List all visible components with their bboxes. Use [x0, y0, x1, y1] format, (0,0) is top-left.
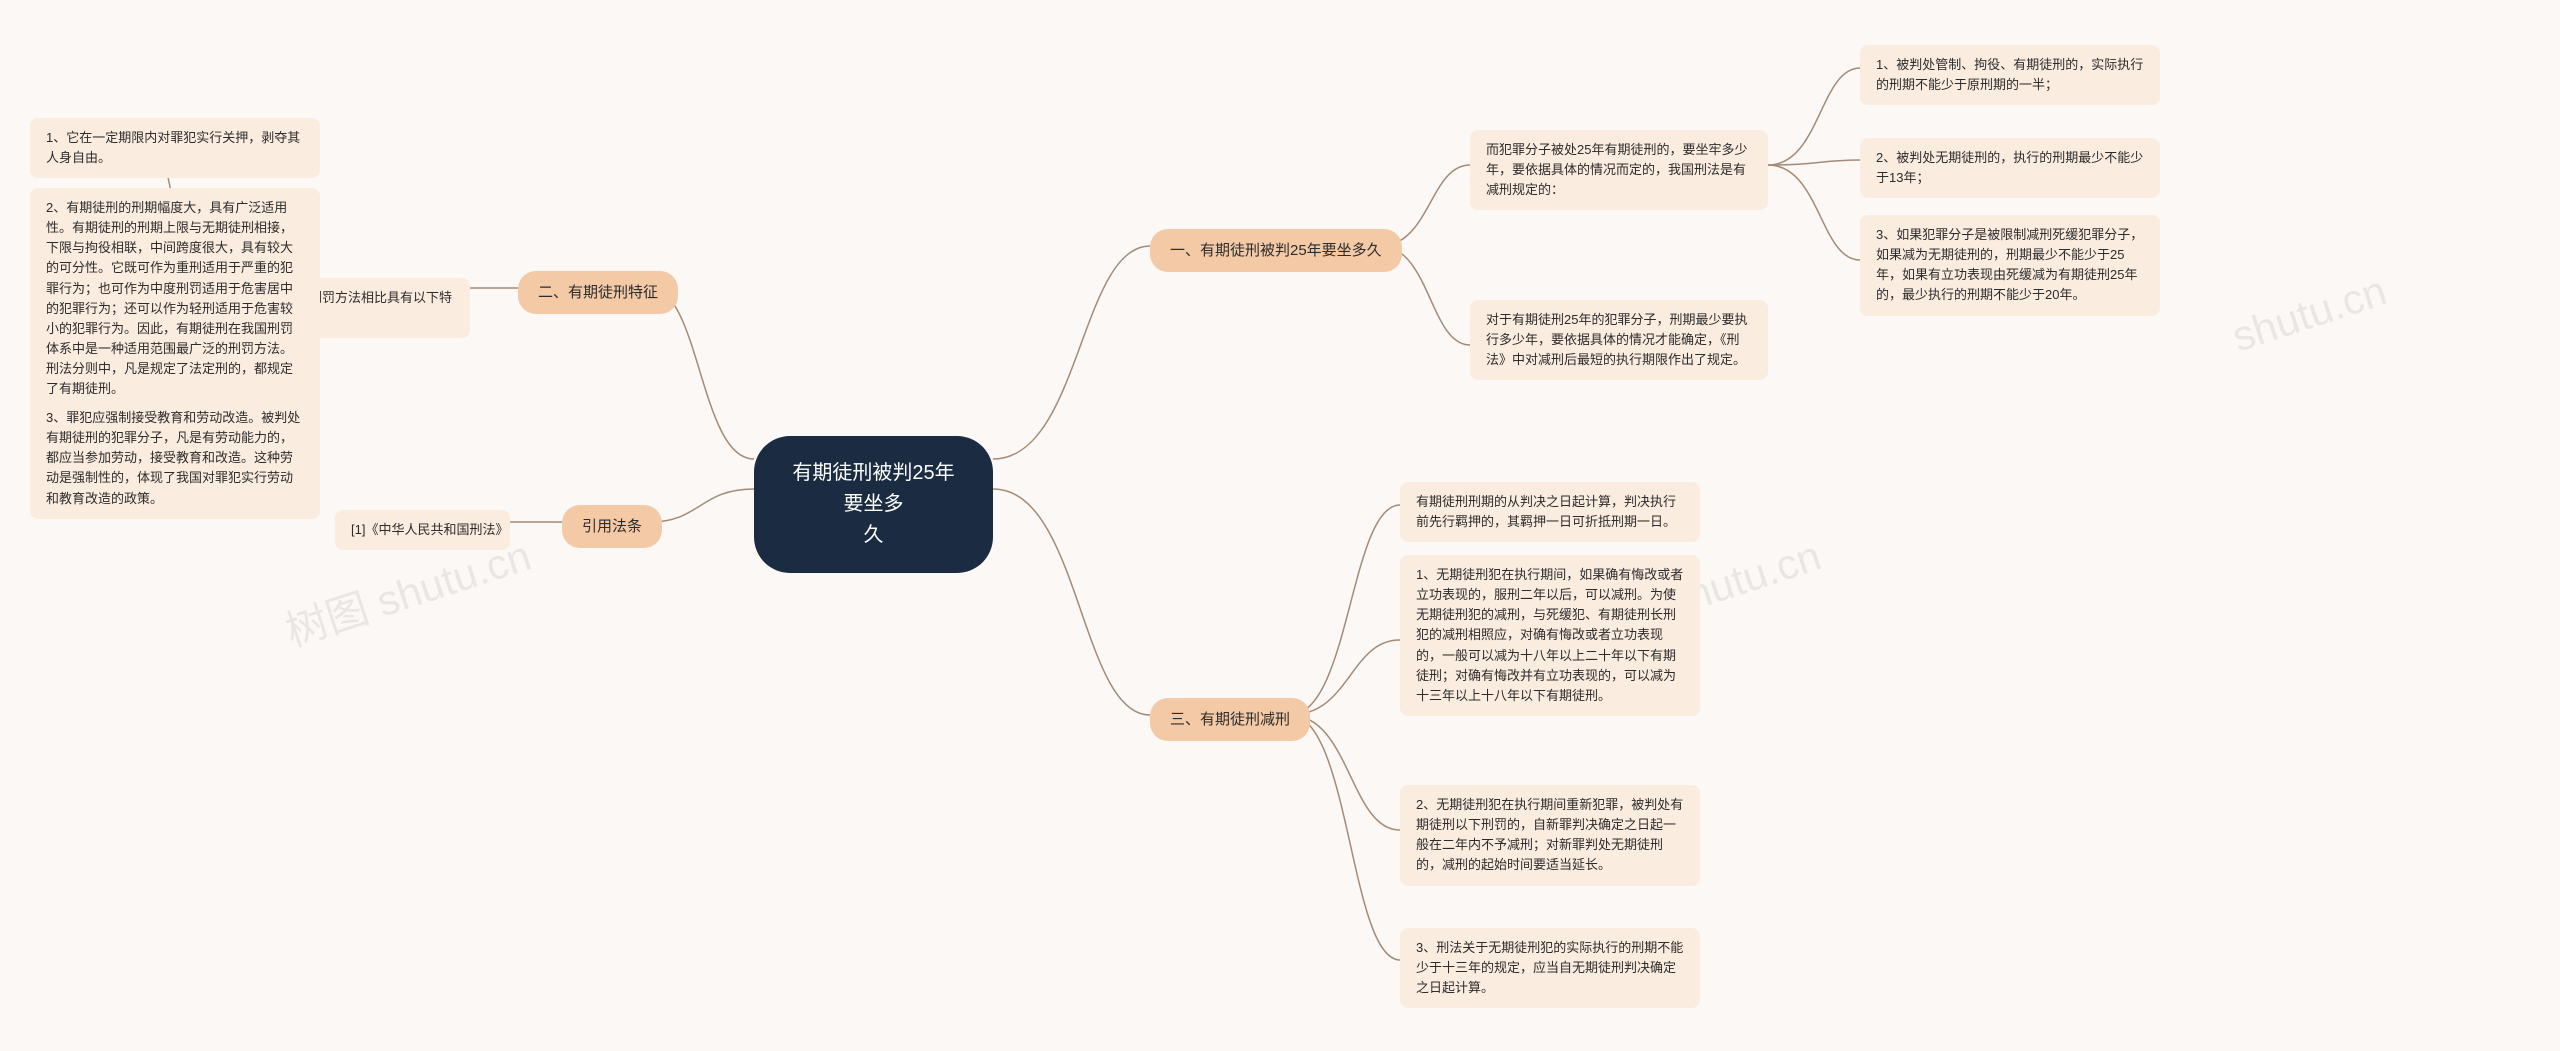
branch3-leaf2: 2、无期徒刑犯在执行期间重新犯罪，被判处有期徒刑以下刑罚的，自新罪判决确定之日起…	[1400, 785, 1700, 886]
branch-2: 二、有期徒刑特征	[518, 271, 678, 314]
watermark: shutu.cn	[2226, 267, 2392, 362]
branch3-leaf3: 3、刑法关于无期徒刑犯的实际执行的刑期不能少于十三年的规定，应当自无期徒刑判决确…	[1400, 928, 1700, 1008]
branch-1: 一、有期徒刑被判25年要坐多久	[1150, 229, 1402, 272]
b2-leaf-3: 3、罪犯应强制接受教育和劳动改造。被判处有期徒刑的犯罪分子，凡是有劳动能力的，都…	[30, 398, 320, 519]
center-title-line1: 有期徒刑被判25年要坐多	[792, 462, 954, 515]
b2-leaf-2: 2、有期徒刑的刑期幅度大，具有广泛适用性。有期徒刑的刑期上限与无期徒刑相接，下限…	[30, 188, 320, 409]
branch3-leaf0: 有期徒刑刑期的从判决之日起计算，判决执行前先行羁押的，其羁押一日可折抵刑期一日。	[1400, 482, 1700, 542]
branch-3: 三、有期徒刑减刑	[1150, 698, 1310, 741]
branch-4: 引用法条	[562, 505, 662, 548]
branch1-leaf1: 1、被判处管制、拘役、有期徒刑的，实际执行的刑期不能少于原刑期的一半；	[1860, 45, 2160, 105]
center-node: 有期徒刑被判25年要坐多 久	[754, 436, 993, 573]
branch1-leaf3: 3、如果犯罪分子是被限制减刑死缓犯罪分子，如果减为无期徒刑的，刑期最少不能少于2…	[1860, 215, 2160, 316]
branch3-leaf1: 1、无期徒刑犯在执行期间，如果确有悔改或者立功表现的，服刑二年以后，可以减刑。为…	[1400, 555, 1700, 716]
center-title-line2: 久	[864, 524, 884, 546]
branch1-mid2: 对于有期徒刑25年的犯罪分子，刑期最少要执行多少年，要依据具体的情况才能确定，《…	[1470, 300, 1768, 380]
branch1-mid1: 而犯罪分子被处25年有期徒刑的，要坐牢多少年，要依据具体的情况而定的，我国刑法是…	[1470, 130, 1768, 210]
branch4-leaf1: [1]《中华人民共和国刑法》	[335, 510, 510, 550]
branch1-leaf2: 2、被判处无期徒刑的，执行的刑期最少不能少于13年；	[1860, 138, 2160, 198]
b2-leaf-1: 1、它在一定期限内对罪犯实行关押，剥夺其人身自由。	[30, 118, 320, 178]
